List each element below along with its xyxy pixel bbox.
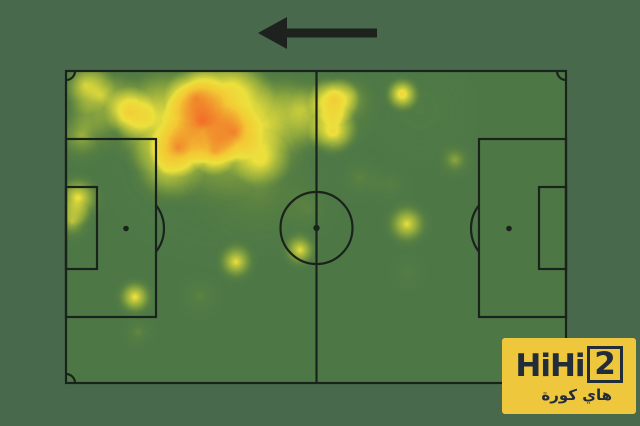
left-arrow-icon [258,17,377,49]
right-penalty-area [477,137,568,319]
left-penalty-arc [155,204,166,253]
logo-number-box: 2 [586,346,623,383]
logo-arabic-subtitle: هاي كورة [541,386,612,404]
logo-text-hihi: HiHi [515,348,585,384]
center-circle [279,190,354,266]
right-goal-area [537,185,568,271]
left-goal-area [64,185,99,271]
hihi2-logo-title: HiHi 2 [515,346,623,385]
right-penalty-spot [506,225,512,232]
left-penalty-spot [123,225,129,232]
left-penalty-area [64,137,158,319]
center-spot [313,224,320,232]
right-penalty-arc [469,204,480,253]
hihi2-watermark: HiHi 2 هاي كورة [502,338,636,414]
